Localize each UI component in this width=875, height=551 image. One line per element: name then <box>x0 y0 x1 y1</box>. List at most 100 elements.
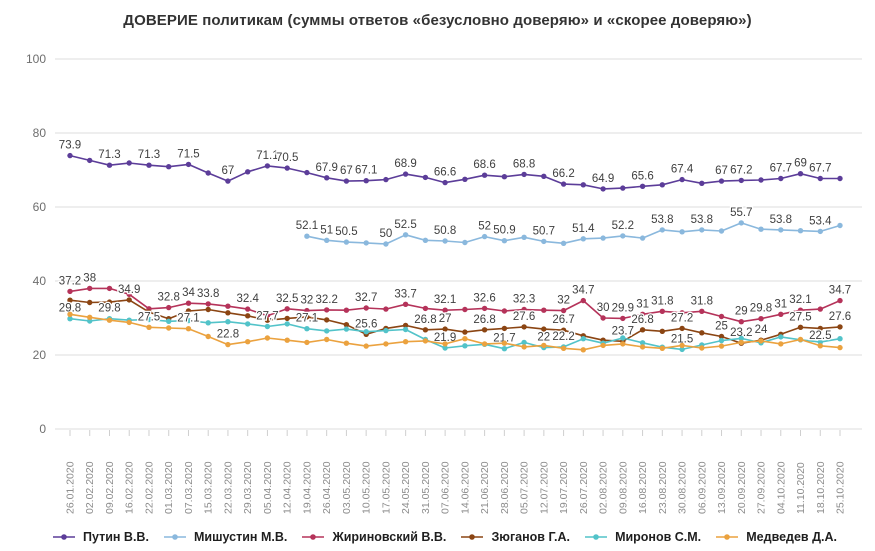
x-date-label: 21.06.2020 <box>479 461 491 514</box>
value-label: 52.1 <box>296 220 318 232</box>
legend-label: Зюганов Г.А. <box>491 530 570 544</box>
data-point <box>481 341 488 347</box>
value-label: 21.5 <box>671 333 693 345</box>
data-point <box>738 319 744 325</box>
data-point <box>501 174 508 180</box>
data-point <box>620 341 626 347</box>
data-point <box>185 326 192 332</box>
x-date-label: 15.03.2020 <box>203 461 215 514</box>
x-date-label: 25.10.2020 <box>835 461 847 514</box>
data-point <box>402 339 409 345</box>
data-point <box>699 330 705 336</box>
data-point <box>225 303 231 309</box>
data-point <box>324 317 330 323</box>
data-point <box>205 306 211 313</box>
value-label: 71.3 <box>98 149 120 161</box>
value-label: 67.7 <box>770 163 792 175</box>
value-label: 50.7 <box>533 225 555 237</box>
value-label: 29.8 <box>98 303 120 315</box>
y-tick-label: 80 <box>33 126 47 140</box>
data-point <box>639 183 646 189</box>
data-point <box>185 308 192 314</box>
value-label: 32 <box>557 295 570 307</box>
value-label: 64.9 <box>592 173 614 185</box>
x-date-label: 20.09.2020 <box>736 461 748 514</box>
data-point <box>797 336 804 343</box>
value-label: 53.8 <box>651 214 673 226</box>
series-line-Миронов С.М. <box>69 317 841 351</box>
y-tick-label: 20 <box>33 348 47 362</box>
data-point <box>659 328 665 334</box>
data-point <box>580 347 586 353</box>
x-date-label: 29.03.2020 <box>242 461 254 514</box>
data-point <box>126 291 132 297</box>
data-point <box>600 342 606 349</box>
value-label: 27.7 <box>256 311 278 323</box>
value-label: 52.5 <box>394 219 416 231</box>
data-point <box>837 344 843 351</box>
x-date-label: 22.03.2020 <box>222 461 234 514</box>
value-label: 52 <box>478 221 491 233</box>
value-label: 27.2 <box>671 312 693 324</box>
data-point <box>718 178 725 184</box>
data-point <box>797 307 804 313</box>
data-point <box>837 336 843 342</box>
data-point <box>324 336 330 343</box>
data-point <box>639 235 646 241</box>
data-point <box>659 308 665 314</box>
data-point <box>304 314 310 320</box>
data-point <box>541 238 547 245</box>
data-point <box>264 163 271 169</box>
data-point <box>659 182 665 188</box>
x-date-label: 26.07.2020 <box>578 461 590 514</box>
data-point <box>166 325 172 331</box>
value-label: 31.8 <box>691 295 713 307</box>
data-point <box>718 343 725 349</box>
data-point <box>363 329 369 335</box>
data-point <box>166 304 172 311</box>
value-label: 32.8 <box>158 292 180 304</box>
data-point <box>402 301 409 307</box>
data-point <box>284 315 290 322</box>
value-label: 69 <box>794 158 807 170</box>
x-date-label: 12.07.2020 <box>538 461 550 514</box>
data-point <box>363 305 369 311</box>
data-point <box>620 185 626 191</box>
data-point <box>718 333 725 340</box>
data-point <box>245 313 251 319</box>
data-point <box>67 288 73 295</box>
data-point <box>560 307 567 314</box>
x-date-label: 09.08.2020 <box>617 461 629 514</box>
chart-legend: Путин В.В. Мишустин М.В. Жириновский В.В. З… <box>0 530 875 544</box>
data-point <box>324 307 330 313</box>
data-point <box>699 345 705 351</box>
chart-canvas: 0 20 40 60 80 100 26.01.2020 02.02.2020 09.02.20… <box>26 52 862 514</box>
data-point <box>126 319 132 326</box>
data-point <box>343 307 350 313</box>
data-point <box>383 341 389 347</box>
value-label: 67.7 <box>809 163 831 175</box>
data-point <box>324 175 330 181</box>
data-point <box>245 306 251 312</box>
value-label: 32.1 <box>434 294 456 306</box>
value-label: 70.5 <box>276 152 298 164</box>
data-point <box>324 237 330 243</box>
data-point <box>817 306 823 312</box>
data-point <box>146 309 152 315</box>
x-date-label: 22.02.2020 <box>144 461 156 514</box>
data-point <box>146 324 152 330</box>
x-date-label: 07.06.2020 <box>440 461 452 514</box>
x-date-label: 24.05.2020 <box>400 461 412 514</box>
data-point <box>166 164 172 170</box>
data-point <box>541 342 547 349</box>
data-point <box>304 169 310 176</box>
data-point <box>442 341 448 347</box>
value-label: 50 <box>380 228 393 240</box>
data-point <box>87 157 93 164</box>
data-point <box>462 329 468 335</box>
data-point <box>837 175 843 182</box>
data-point <box>541 326 547 332</box>
value-label: 34 <box>182 287 195 299</box>
data-point <box>383 176 389 183</box>
data-point <box>462 239 468 246</box>
